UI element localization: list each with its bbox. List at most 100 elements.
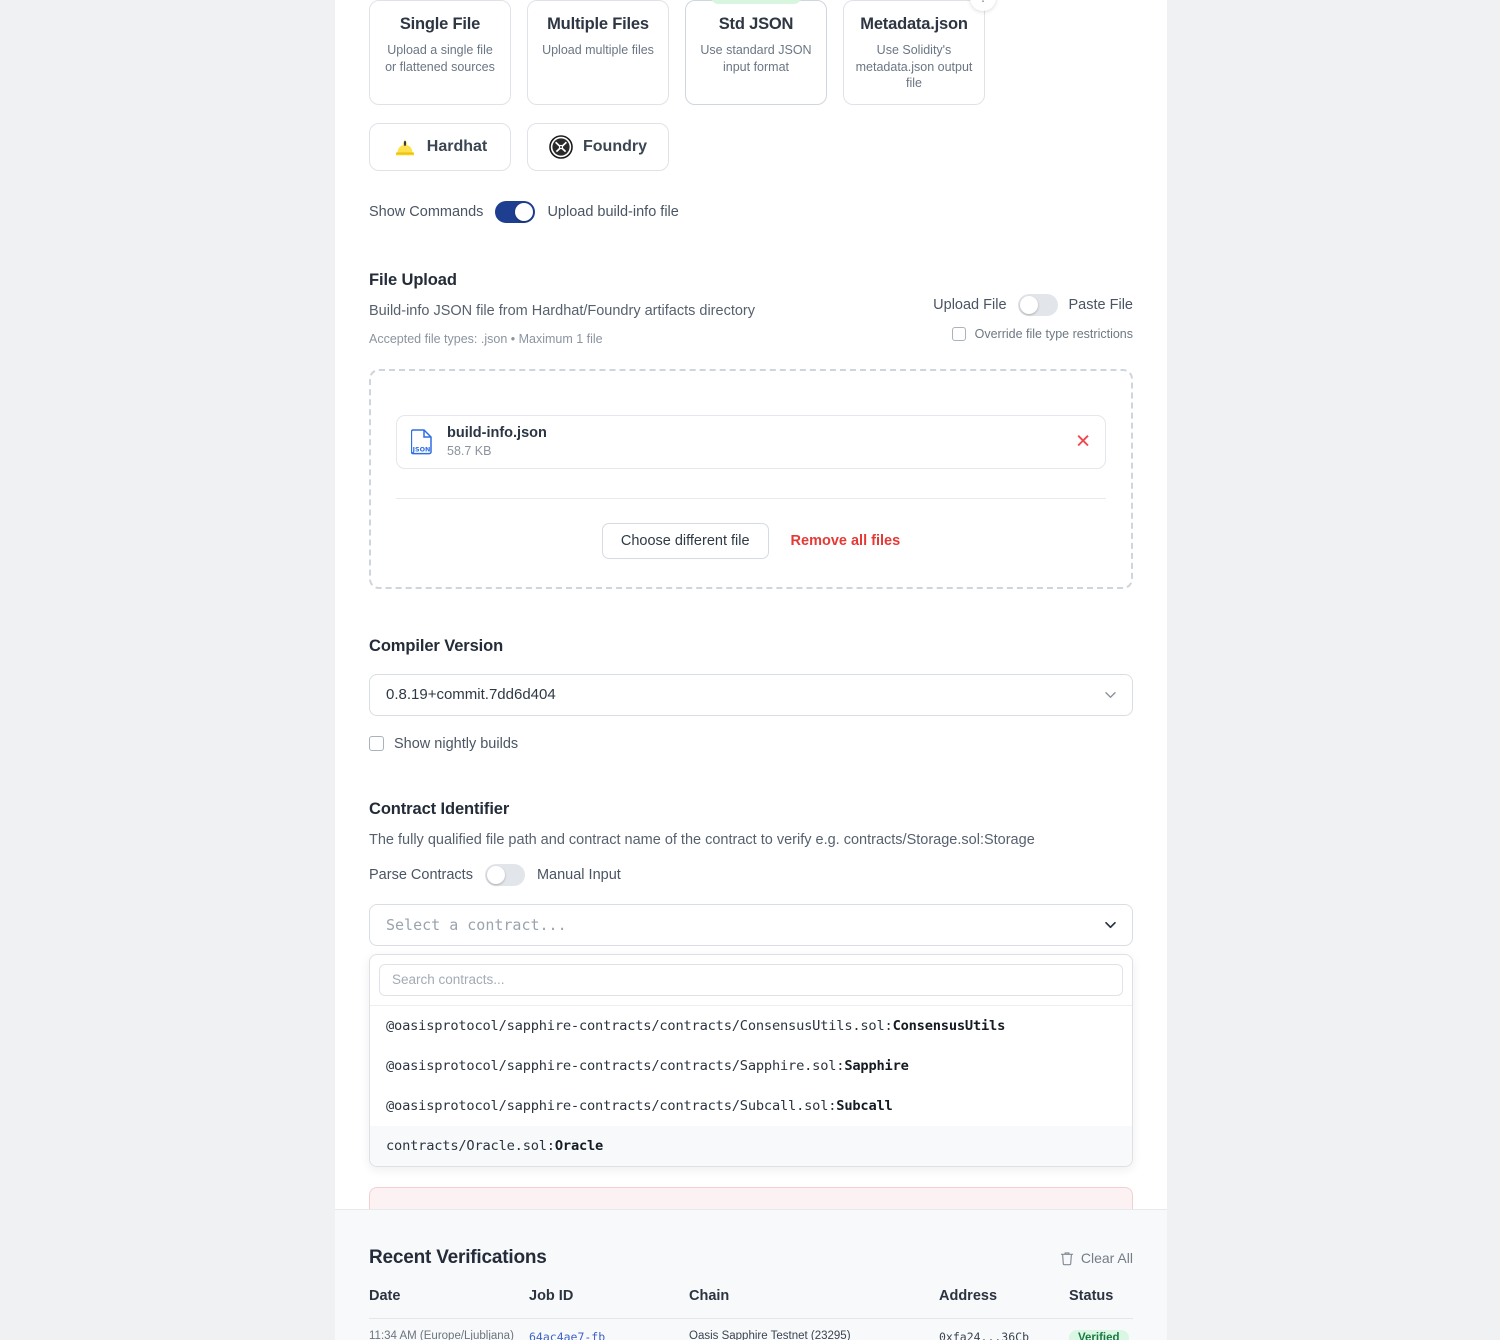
paste-file-label: Paste File (1068, 296, 1133, 313)
column-header-job-id: Job ID (529, 1288, 689, 1319)
parse-contracts-switch[interactable] (484, 863, 525, 886)
contract-option-path: contracts/Oracle.sol: (386, 1137, 555, 1154)
uploaded-file-meta: build-info.json 58.7 KB (447, 424, 547, 460)
remove-file-icon[interactable]: ✕ (1075, 431, 1091, 453)
cell-status: Verified (1069, 1319, 1133, 1340)
choose-different-file-button[interactable]: Choose different file (601, 522, 769, 559)
uploaded-file-size: 58.7 KB (447, 443, 492, 458)
show-nightly-builds-row: Show nightly builds (369, 736, 1133, 752)
file-upload-section: File Upload Build-info JSON file from Ha… (369, 271, 1133, 346)
compiler-version-section: Compiler Version 0.8.19+commit.7dd6d404 … (369, 637, 1133, 752)
dropzone-actions: Choose different file Remove all files (396, 522, 1106, 559)
switch-knob (515, 202, 534, 221)
format-card-multiple-files[interactable]: Multiple Files Upload multiple files (527, 0, 669, 105)
cell-date: 11:34 AM (Europe/Ljubljana) (369, 1330, 514, 1340)
cell-chain: Oasis Sapphire Testnet (23295) (689, 1330, 851, 1340)
contract-option-name: Subcall (836, 1097, 893, 1114)
compiler-version-value: 0.8.19+commit.7dd6d404 (386, 686, 556, 704)
uploaded-file-name: build-info.json (447, 424, 547, 441)
contract-option-name: Oracle (554, 1137, 604, 1154)
format-card-description: Use Solidity's metadata.json output file (855, 43, 973, 91)
recommended-badge: Recommended (710, 0, 802, 4)
format-card-title: Metadata.json (860, 15, 968, 33)
contract-option-name: Sapphire (844, 1057, 909, 1074)
parse-contracts-toggle-row: Parse Contracts Manual Input (369, 863, 1133, 886)
switch-knob (486, 865, 505, 884)
clear-all-label: Clear All (1080, 1250, 1133, 1266)
format-card-title: Single File (399, 15, 481, 33)
table-header-row: Date Job ID Chain Address Status (369, 1288, 1133, 1319)
tool-button-label: Foundry (583, 137, 647, 155)
verification-form-panel: Single File Upload a single file or flat… (335, 0, 1167, 1313)
contract-option-name: ConsensusUtils (892, 1017, 1006, 1034)
dropzone-divider (396, 497, 1106, 499)
hardhat-icon (395, 140, 414, 155)
show-commands-toggle-row: Show Commands Upload build-info file (369, 200, 1133, 223)
contract-option-path: @oasisprotocol/sapphire-contracts/contra… (386, 1097, 837, 1114)
contract-option[interactable]: @oasisprotocol/sapphire-contracts/contra… (370, 1006, 1132, 1046)
column-header-status: Status (1069, 1288, 1133, 1319)
tool-selector: Hardhat Foundry (369, 122, 1133, 171)
contract-select-placeholder: Select a contract... (386, 915, 567, 934)
chevron-down-icon (1105, 691, 1116, 698)
column-header-date: Date (369, 1288, 529, 1319)
json-file-icon: JSON (411, 428, 432, 454)
upload-mode-switch[interactable] (1017, 293, 1058, 316)
format-card-title: Multiple Files (547, 15, 649, 33)
format-card-single-file[interactable]: Single File Upload a single file or flat… (369, 0, 511, 105)
format-selector: Single File Upload a single file or flat… (369, 0, 1133, 105)
file-upload-subtitle: Build-info JSON file from Hardhat/Foundr… (369, 302, 755, 319)
show-commands-label: Show Commands (369, 203, 484, 220)
contract-option[interactable]: @oasisprotocol/sapphire-contracts/contra… (370, 1046, 1132, 1086)
trash-icon (1060, 1251, 1074, 1265)
more-options-icon[interactable]: ⋮ (970, 0, 996, 11)
contract-identifier-heading: Contract Identifier (369, 799, 510, 818)
show-nightly-builds-checkbox[interactable] (369, 736, 384, 752)
file-upload-heading: File Upload (369, 270, 457, 289)
remove-all-files-link[interactable]: Remove all files (790, 532, 901, 549)
cell-address: 0xfa24...36Cb (939, 1330, 1030, 1340)
tool-button-foundry[interactable]: Foundry (527, 122, 669, 171)
format-card-metadata-json[interactable]: ⋮ Metadata.json Use Solidity's metadata.… (843, 0, 996, 105)
format-card-description: Upload multiple files (542, 43, 654, 58)
recent-verifications-table: Date Job ID Chain Address Status 11:34 A… (369, 1288, 1133, 1340)
format-card-title: Std JSON (718, 15, 794, 33)
show-nightly-builds-label: Show nightly builds (394, 735, 519, 752)
parse-contracts-label: Parse Contracts (369, 866, 473, 883)
manual-input-label: Manual Input (536, 866, 621, 883)
contract-option-list: @oasisprotocol/sapphire-contracts/contra… (370, 1004, 1132, 1166)
cell-job-id[interactable]: 64ac4ae7-fb (529, 1330, 606, 1340)
tool-button-hardhat[interactable]: Hardhat (369, 122, 511, 171)
file-upload-accepted-types: Accepted file types: .json • Maximum 1 f… (369, 331, 603, 346)
upload-build-info-label: Upload build-info file (547, 203, 679, 220)
recent-verifications-header: Recent Verifications Clear All (369, 1210, 1133, 1269)
column-header-address: Address (939, 1288, 1069, 1319)
column-header-chain: Chain (689, 1288, 939, 1319)
contract-option-path: @oasisprotocol/sapphire-contracts/contra… (386, 1057, 845, 1074)
override-file-type-label: Override file type restrictions (974, 326, 1133, 341)
svg-text:JSON: JSON (412, 445, 431, 453)
override-file-type-checkbox[interactable] (951, 326, 966, 341)
show-commands-switch[interactable] (495, 200, 536, 223)
contract-identifier-subtitle: The fully qualified file path and contra… (369, 831, 1035, 848)
contract-search-input[interactable] (379, 963, 1123, 996)
switch-knob (1019, 295, 1038, 314)
format-card-std-json[interactable]: Recommended Std JSON Use standard JSON i… (685, 0, 827, 105)
contract-option[interactable]: contracts/Oracle.sol:Oracle (370, 1125, 1132, 1166)
status-badge: Verified (1069, 1330, 1129, 1340)
file-dropzone[interactable]: JSON build-info.json 58.7 KB ✕ Choose di… (369, 368, 1133, 589)
clear-all-button[interactable]: Clear All (1060, 1250, 1133, 1266)
format-card-description: Use standard JSON input format (700, 43, 812, 74)
contract-dropdown-panel: @oasisprotocol/sapphire-contracts/contra… (369, 953, 1133, 1167)
table-row[interactable]: 11:34 AM (Europe/Ljubljana) 64ac4ae7-fb … (369, 1319, 1133, 1340)
contract-select[interactable]: Select a contract... (369, 903, 1133, 946)
contract-option-path: @oasisprotocol/sapphire-contracts/contra… (386, 1017, 893, 1034)
upload-file-label: Upload File (933, 296, 1007, 313)
upload-mode-toggle-row: Upload File Paste File (933, 293, 1133, 316)
recent-verifications-title: Recent Verifications (369, 1247, 547, 1268)
contract-option[interactable]: @oasisprotocol/sapphire-contracts/contra… (370, 1086, 1132, 1126)
compiler-version-select[interactable]: 0.8.19+commit.7dd6d404 (369, 673, 1133, 716)
foundry-icon (549, 134, 573, 159)
contract-search-wrapper (370, 955, 1132, 1005)
